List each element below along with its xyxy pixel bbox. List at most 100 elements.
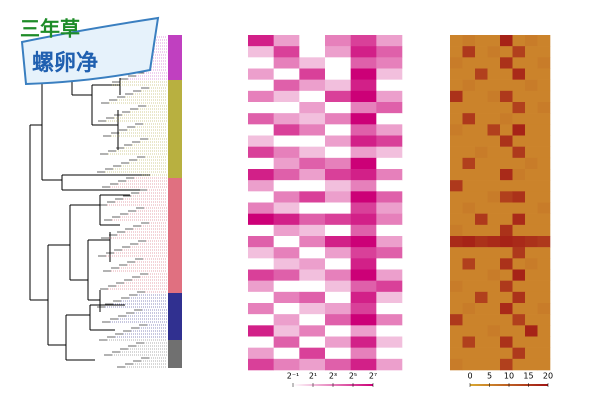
heat-cell: [376, 169, 403, 181]
heat-cell: [487, 202, 501, 214]
heat-cell: [376, 258, 403, 270]
heat-cell: [487, 57, 501, 69]
heat-cell: [525, 146, 538, 159]
heat-cell: [299, 325, 326, 337]
heat-cell: [487, 314, 501, 326]
heat-cell: [512, 336, 526, 348]
heat-cell: [350, 258, 377, 270]
heat-cell: [512, 68, 526, 80]
heat-cell: [299, 68, 326, 80]
key-tick-label: 2⁷: [369, 372, 377, 381]
heat-cell: [512, 135, 526, 147]
heat-cell: [512, 79, 526, 92]
heat-cell: [325, 336, 351, 348]
heat-cell: [376, 68, 403, 80]
heat-cell: [500, 213, 513, 226]
heat-cell: [376, 135, 403, 147]
heat-cell: [450, 269, 463, 281]
heat-cell: [525, 213, 538, 226]
heat-cell: [537, 90, 551, 103]
heat-cell: [462, 113, 476, 125]
clade-bar: [168, 340, 182, 368]
heat-cell: [450, 347, 463, 360]
heat-cell: [500, 224, 513, 237]
heat-cell: [462, 202, 476, 214]
heat-cell: [450, 314, 463, 326]
heat-cell: [487, 258, 501, 270]
heat-cell: [273, 325, 300, 337]
heat-cell: [299, 191, 326, 203]
heat-cell: [350, 191, 377, 203]
heat-cell: [273, 224, 300, 237]
heat-cell: [248, 135, 274, 147]
heat-cell: [500, 146, 513, 159]
heat-cell: [376, 347, 403, 360]
heat-cell: [350, 247, 377, 259]
heat-cell: [273, 102, 300, 114]
logo-banner: [20, 16, 160, 86]
heat-cell: [512, 291, 526, 304]
heat-cell: [512, 269, 526, 281]
heat-cell: [500, 236, 513, 248]
heat-cell: [325, 180, 351, 192]
heat-cell: [376, 325, 403, 337]
heat-cell: [273, 46, 300, 58]
heat-cell: [537, 314, 551, 326]
key-tick-label: 15: [523, 372, 533, 381]
heat-cell: [537, 358, 551, 371]
heat-cell: [450, 79, 463, 92]
heat-cell: [537, 236, 551, 248]
heat-cell: [376, 180, 403, 192]
heat-cell: [462, 247, 476, 259]
heat-cell: [450, 180, 463, 192]
heat-cell: [500, 35, 513, 47]
heat-cell: [350, 336, 377, 348]
heat-cell: [512, 146, 526, 159]
heat-cell: [537, 247, 551, 259]
heat-cell: [450, 202, 463, 214]
heat-cell: [487, 247, 501, 259]
key-tick-label: 2⁵: [349, 372, 357, 381]
heat-cell: [475, 224, 488, 237]
heat-cell: [487, 124, 501, 136]
heat-cell: [487, 35, 501, 47]
heat-cell: [500, 157, 513, 170]
heat-cell: [299, 146, 326, 159]
heat-cell: [487, 102, 501, 114]
key-tick-label: 2⁻¹: [287, 372, 300, 381]
heat-cell: [500, 258, 513, 270]
heat-cell: [273, 258, 300, 270]
heat-cell: [512, 202, 526, 214]
heat-cell: [475, 314, 488, 326]
heat-cell: [273, 358, 300, 371]
heat-cell: [462, 90, 476, 103]
heat-cell: [462, 269, 476, 281]
heat-cell: [525, 57, 538, 69]
heat-cell: [325, 57, 351, 69]
heat-cell: [462, 303, 476, 315]
heat-cell: [325, 35, 351, 47]
heat-cell: [525, 291, 538, 304]
heat-cell: [273, 236, 300, 248]
heat-cell: [487, 347, 501, 360]
heat-cell: [325, 157, 351, 170]
heat-cell: [299, 202, 326, 214]
heat-cell: [487, 336, 501, 348]
heat-cell: [512, 191, 526, 203]
heat-cell: [525, 35, 538, 47]
heat-cell: [462, 291, 476, 304]
heat-cell: [475, 46, 488, 58]
heat-cell: [512, 314, 526, 326]
heat-cell: [450, 358, 463, 371]
heat-cell: [462, 157, 476, 170]
heat-cell: [512, 124, 526, 136]
heat-cell: [512, 258, 526, 270]
heat-cell: [525, 191, 538, 203]
heat-cell: [475, 102, 488, 114]
heat-cell: [475, 347, 488, 360]
heat-cell: [273, 157, 300, 170]
heat-cell: [525, 124, 538, 136]
heat-cell: [462, 258, 476, 270]
heat-cell: [350, 291, 377, 304]
heat-cell: [450, 303, 463, 315]
